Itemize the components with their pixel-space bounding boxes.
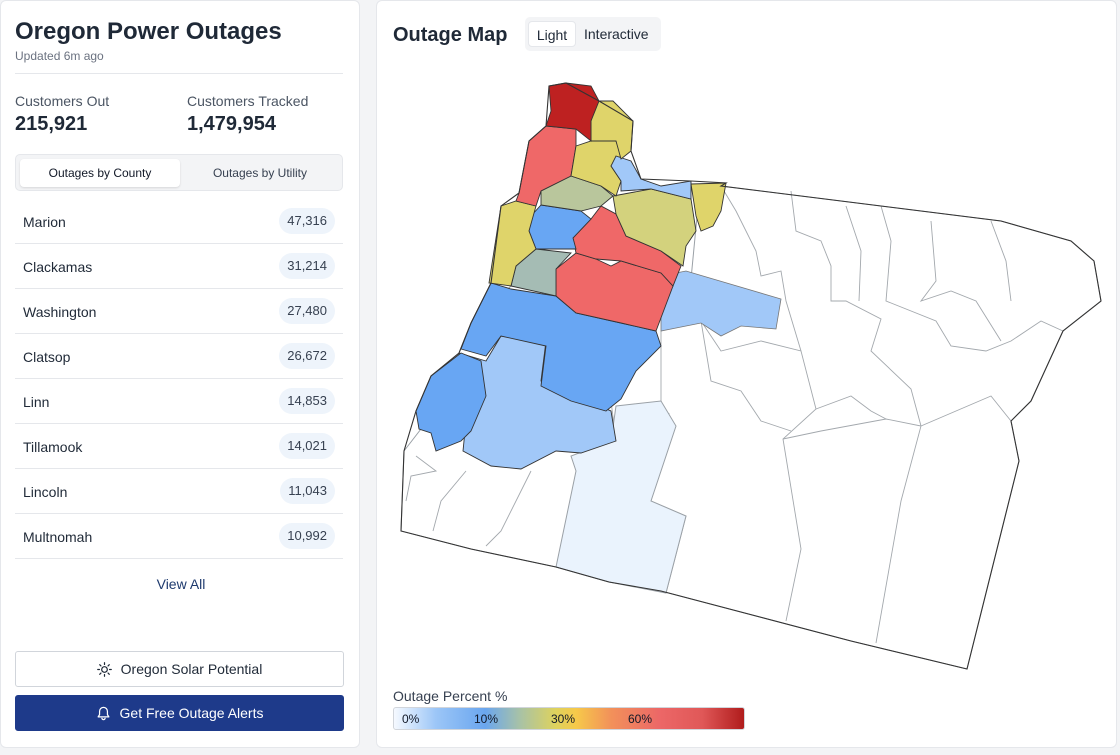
county-name: Lincoln (23, 484, 68, 500)
county-name: Marion (23, 214, 66, 230)
county-name: Tillamook (23, 439, 83, 455)
customers-tracked-label: Customers Tracked (187, 93, 309, 109)
solar-potential-button[interactable]: Oregon Solar Potential (15, 651, 344, 687)
outage-map-panel: Outage Map Light Interactive (376, 0, 1117, 748)
page-title: Oregon Power Outages (15, 18, 282, 45)
divider (15, 73, 343, 74)
customers-tracked-value: 1,479,954 (187, 113, 276, 135)
list-item[interactable]: Marion 47,316 (15, 199, 343, 244)
view-all-link[interactable]: View All (156, 576, 206, 592)
bell-icon (97, 706, 109, 720)
list-item[interactable]: Lincoln 11,043 (15, 469, 343, 514)
legend-title: Outage Percent % (393, 688, 508, 704)
outage-count-badge: 31,214 (279, 253, 335, 279)
county-light-blue-deschutes[interactable] (660, 270, 782, 337)
list-item[interactable]: Tillamook 14,021 (15, 424, 343, 469)
list-item[interactable]: Linn 14,853 (15, 379, 343, 424)
customers-out-value: 215,921 (15, 113, 88, 135)
tab-outages-by-utility[interactable]: Outages by Utility (212, 166, 308, 180)
county-name: Washington (23, 304, 97, 320)
county-pale-blue-east[interactable] (555, 400, 687, 594)
county-dark-red-clatsop[interactable] (545, 82, 600, 142)
interactive-view-button[interactable]: Interactive (584, 26, 649, 42)
legend-tick: 0% (402, 712, 420, 726)
alerts-button-label: Get Free Outage Alerts (119, 705, 264, 721)
outage-count-badge: 27,480 (279, 298, 335, 324)
legend-color-scale: 0% 10% 30% 60% (393, 707, 745, 730)
legend-tick: 60% (628, 712, 653, 726)
county-blue-coos[interactable] (415, 352, 487, 452)
sun-icon (96, 661, 112, 677)
outage-count-badge: 10,992 (279, 523, 335, 549)
outage-count-badge: 14,021 (279, 433, 335, 459)
outage-tabs: Outages by County Outages by Utility (15, 154, 343, 191)
county-name: Clatsop (23, 349, 71, 365)
light-view-button[interactable]: Light (528, 21, 576, 47)
legend-tick: 30% (551, 712, 576, 726)
map-title: Outage Map (393, 24, 508, 46)
legend-tick: 10% (474, 712, 499, 726)
list-item[interactable]: Clatsop 26,672 (15, 334, 343, 379)
county-light-blue-multnomah[interactable] (610, 155, 692, 200)
list-item[interactable]: Multnomah 10,992 (15, 514, 343, 559)
outage-count-badge: 11,043 (280, 478, 335, 504)
tab-outages-by-county[interactable]: Outages by County (20, 159, 180, 187)
solar-button-label: Oregon Solar Potential (120, 661, 263, 677)
county-outage-list: Marion 47,316 Clackamas 31,214 Washington 2… (15, 199, 343, 559)
county-borders (405, 185, 1064, 644)
county-name: Clackamas (23, 259, 93, 275)
outage-summary-panel: Oregon Power Outages Updated 6m ago Cust… (0, 0, 360, 748)
oregon-state-outline (400, 82, 1102, 670)
outage-count-badge: 47,316 (279, 208, 335, 234)
county-name: Linn (23, 394, 50, 410)
county-blue-lane[interactable] (460, 282, 662, 412)
outage-count-badge: 26,672 (279, 343, 335, 369)
list-item[interactable]: Clackamas 31,214 (15, 244, 343, 289)
list-item[interactable]: Washington 27,480 (15, 289, 343, 334)
updated-timestamp: Updated 6m ago (15, 49, 104, 63)
county-name: Multnomah (23, 529, 93, 545)
customers-out-label: Customers Out (15, 93, 110, 109)
outage-alerts-button[interactable]: Get Free Outage Alerts (15, 695, 344, 731)
outage-count-badge: 14,853 (279, 388, 335, 414)
oregon-county-map[interactable] (377, 61, 1118, 681)
map-view-toggle: Light Interactive (525, 17, 661, 51)
